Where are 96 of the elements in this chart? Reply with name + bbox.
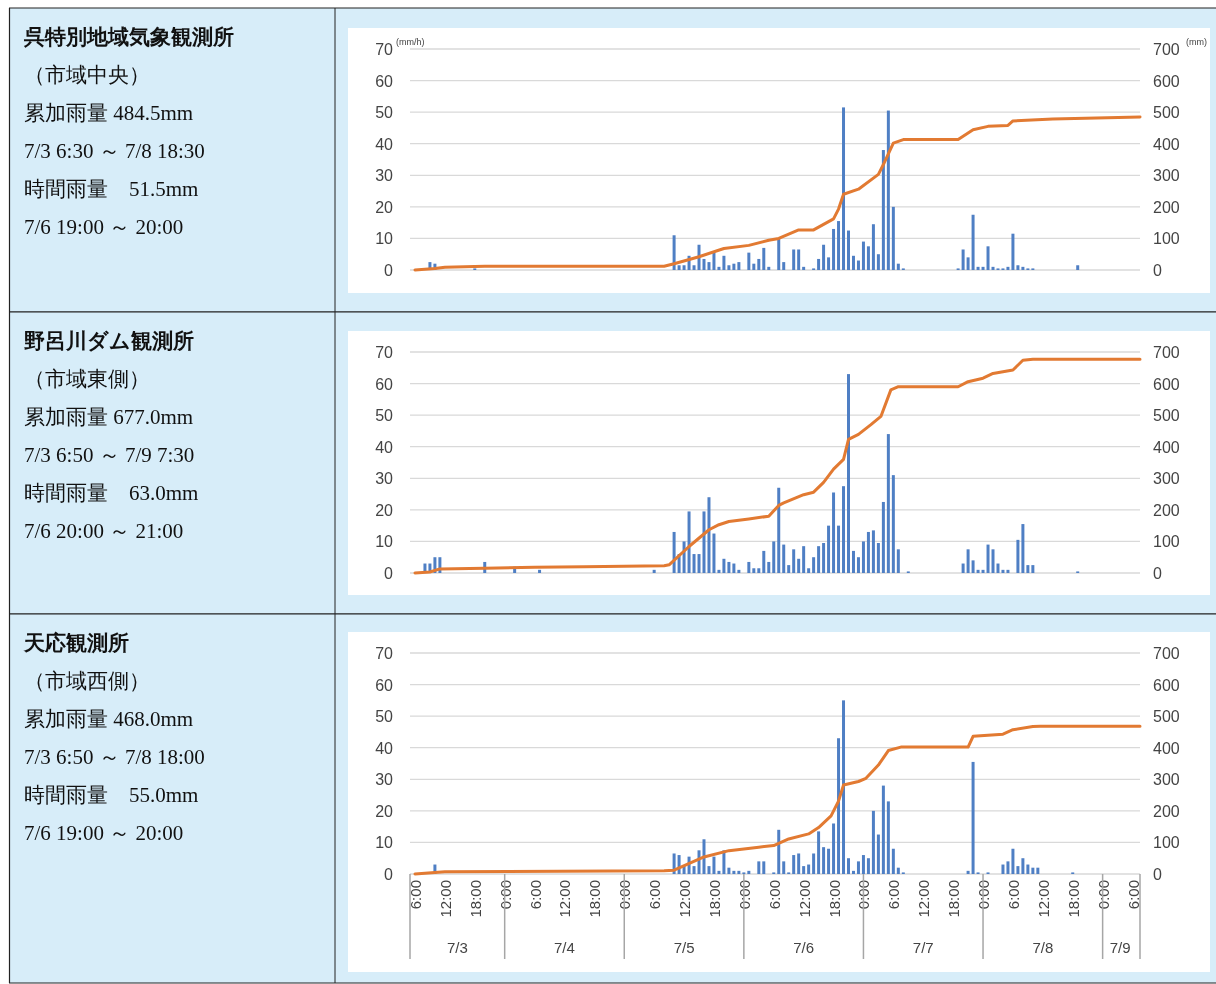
x-tick-label: 12:00 xyxy=(915,880,933,918)
text: （市域東側） xyxy=(24,367,150,391)
y2-tick-label: 600 xyxy=(1153,72,1180,90)
x-tick-label: 6:00 xyxy=(1004,880,1022,910)
y2-tick-label: 700 xyxy=(1153,344,1180,361)
x-tick-label: 6:00 xyxy=(526,880,544,910)
x-tick-label: 6:00 xyxy=(646,880,664,910)
y-tick-label: 20 xyxy=(375,802,394,820)
y-tick-label: 20 xyxy=(375,198,394,216)
text: 7/3 6:50 ～ 7/9 7:30 xyxy=(24,443,195,467)
y2-tick-label: 600 xyxy=(1153,676,1180,694)
y-tick-label: 0 xyxy=(384,262,394,279)
y2-tick-label: 0 xyxy=(1153,565,1162,582)
x-tick-label: 6:00 xyxy=(885,880,903,910)
y2-tick-label: 500 xyxy=(1153,104,1180,122)
y2-tick-label: 300 xyxy=(1153,771,1180,789)
y-tick-label: 70 xyxy=(375,645,394,662)
y-tick-label: 60 xyxy=(375,375,394,393)
y-tick-label: 60 xyxy=(375,676,394,694)
y-axis-title: (mm/h) xyxy=(396,37,425,47)
text: 累加雨量 468.0mm xyxy=(24,707,194,731)
y-tick-label: 50 xyxy=(375,104,394,122)
y2-tick-label: 400 xyxy=(1153,135,1180,153)
y2-tick-label: 700 xyxy=(1153,41,1180,58)
y2-tick-label: 100 xyxy=(1153,834,1180,852)
x-tick-label: 12:00 xyxy=(1034,880,1052,918)
y2-tick-label: 400 xyxy=(1153,438,1180,456)
x-tick-label: 18:00 xyxy=(586,880,604,918)
y-tick-label: 30 xyxy=(375,167,394,185)
y-tick-label: 60 xyxy=(375,72,394,90)
x-tick-label: 6:00 xyxy=(406,880,424,910)
y2-tick-label: 700 xyxy=(1153,645,1180,662)
x-tick-label: 0:00 xyxy=(735,880,753,910)
text: 時間雨量 51.5mm xyxy=(24,177,199,201)
text: 時間雨量 63.0mm xyxy=(24,481,199,505)
y2-tick-label: 500 xyxy=(1153,407,1180,425)
x-tick-label: 12:00 xyxy=(556,880,574,918)
text: 7/6 19:00 ～ 20:00 xyxy=(24,215,184,239)
x-tick-label: 18:00 xyxy=(1064,880,1082,918)
y-tick-label: 50 xyxy=(375,407,394,425)
text: 累加雨量 677.0mm xyxy=(24,405,194,429)
x2-tick-label: 7/8 xyxy=(1032,939,1054,956)
x-tick-label: 18:00 xyxy=(825,880,843,918)
y-tick-label: 10 xyxy=(375,533,394,551)
x-tick-label: 0:00 xyxy=(975,880,993,910)
text: 時間雨量 55.0mm xyxy=(24,783,199,807)
x2-tick-label: 7/3 xyxy=(446,939,468,956)
x-tick-label: 6:00 xyxy=(765,880,783,910)
y-tick-label: 10 xyxy=(375,230,394,248)
text: 7/6 19:00 ～ 20:00 xyxy=(24,821,184,845)
y-tick-label: 70 xyxy=(375,41,394,58)
text: 累加雨量 484.5mm xyxy=(24,101,194,125)
x2-tick-label: 7/9 xyxy=(1109,939,1131,956)
x2-tick-label: 7/6 xyxy=(793,939,815,956)
y2-tick-label: 400 xyxy=(1153,739,1180,757)
y2-tick-label: 300 xyxy=(1153,167,1180,185)
y2-axis-title: (mm) xyxy=(1186,37,1207,47)
text: 7/3 6:30 ～ 7/8 18:30 xyxy=(24,139,205,163)
y-tick-label: 20 xyxy=(375,501,394,519)
y-tick-label: 30 xyxy=(375,470,394,488)
y-tick-label: 40 xyxy=(375,438,394,456)
x2-tick-label: 7/4 xyxy=(554,939,575,956)
y2-tick-label: 500 xyxy=(1153,708,1180,726)
x-tick-label: 6:00 xyxy=(1124,880,1142,910)
text: 7/6 20:00 ～ 21:00 xyxy=(24,519,184,543)
y-tick-label: 40 xyxy=(375,135,394,153)
y2-tick-label: 100 xyxy=(1153,533,1180,551)
x2-tick-label: 7/5 xyxy=(673,939,695,956)
y2-tick-label: 0 xyxy=(1153,866,1162,883)
text: 天応観測所 xyxy=(23,631,129,654)
y2-tick-label: 200 xyxy=(1153,501,1180,519)
y2-tick-label: 300 xyxy=(1153,470,1180,488)
y-tick-label: 70 xyxy=(375,344,394,361)
x2-tick-label: 7/7 xyxy=(912,939,934,956)
x-tick-label: 18:00 xyxy=(945,880,963,918)
y-tick-label: 30 xyxy=(375,771,394,789)
y-tick-label: 40 xyxy=(375,739,394,757)
x-tick-label: 12:00 xyxy=(676,880,694,918)
y2-tick-label: 600 xyxy=(1153,375,1180,393)
x-tick-label: 18:00 xyxy=(466,880,484,918)
x-tick-label: 18:00 xyxy=(705,880,723,918)
y-tick-label: 0 xyxy=(384,565,394,582)
text: （市域西側） xyxy=(24,669,150,693)
x-tick-label: 12:00 xyxy=(795,880,813,918)
y2-tick-label: 0 xyxy=(1153,262,1162,279)
text: （市域中央） xyxy=(24,63,150,87)
text: 呉特別地域気象観測所 xyxy=(23,25,234,48)
y-tick-label: 10 xyxy=(375,834,394,852)
x-tick-label: 12:00 xyxy=(436,880,454,918)
y2-tick-label: 100 xyxy=(1153,230,1180,248)
y2-tick-label: 200 xyxy=(1153,198,1180,216)
y-tick-label: 0 xyxy=(384,866,394,883)
y2-tick-label: 200 xyxy=(1153,802,1180,820)
text: 7/3 6:50 ～ 7/8 18:00 xyxy=(24,745,205,769)
text: 野呂川ダム観測所 xyxy=(24,329,194,352)
y-tick-label: 50 xyxy=(375,708,394,726)
